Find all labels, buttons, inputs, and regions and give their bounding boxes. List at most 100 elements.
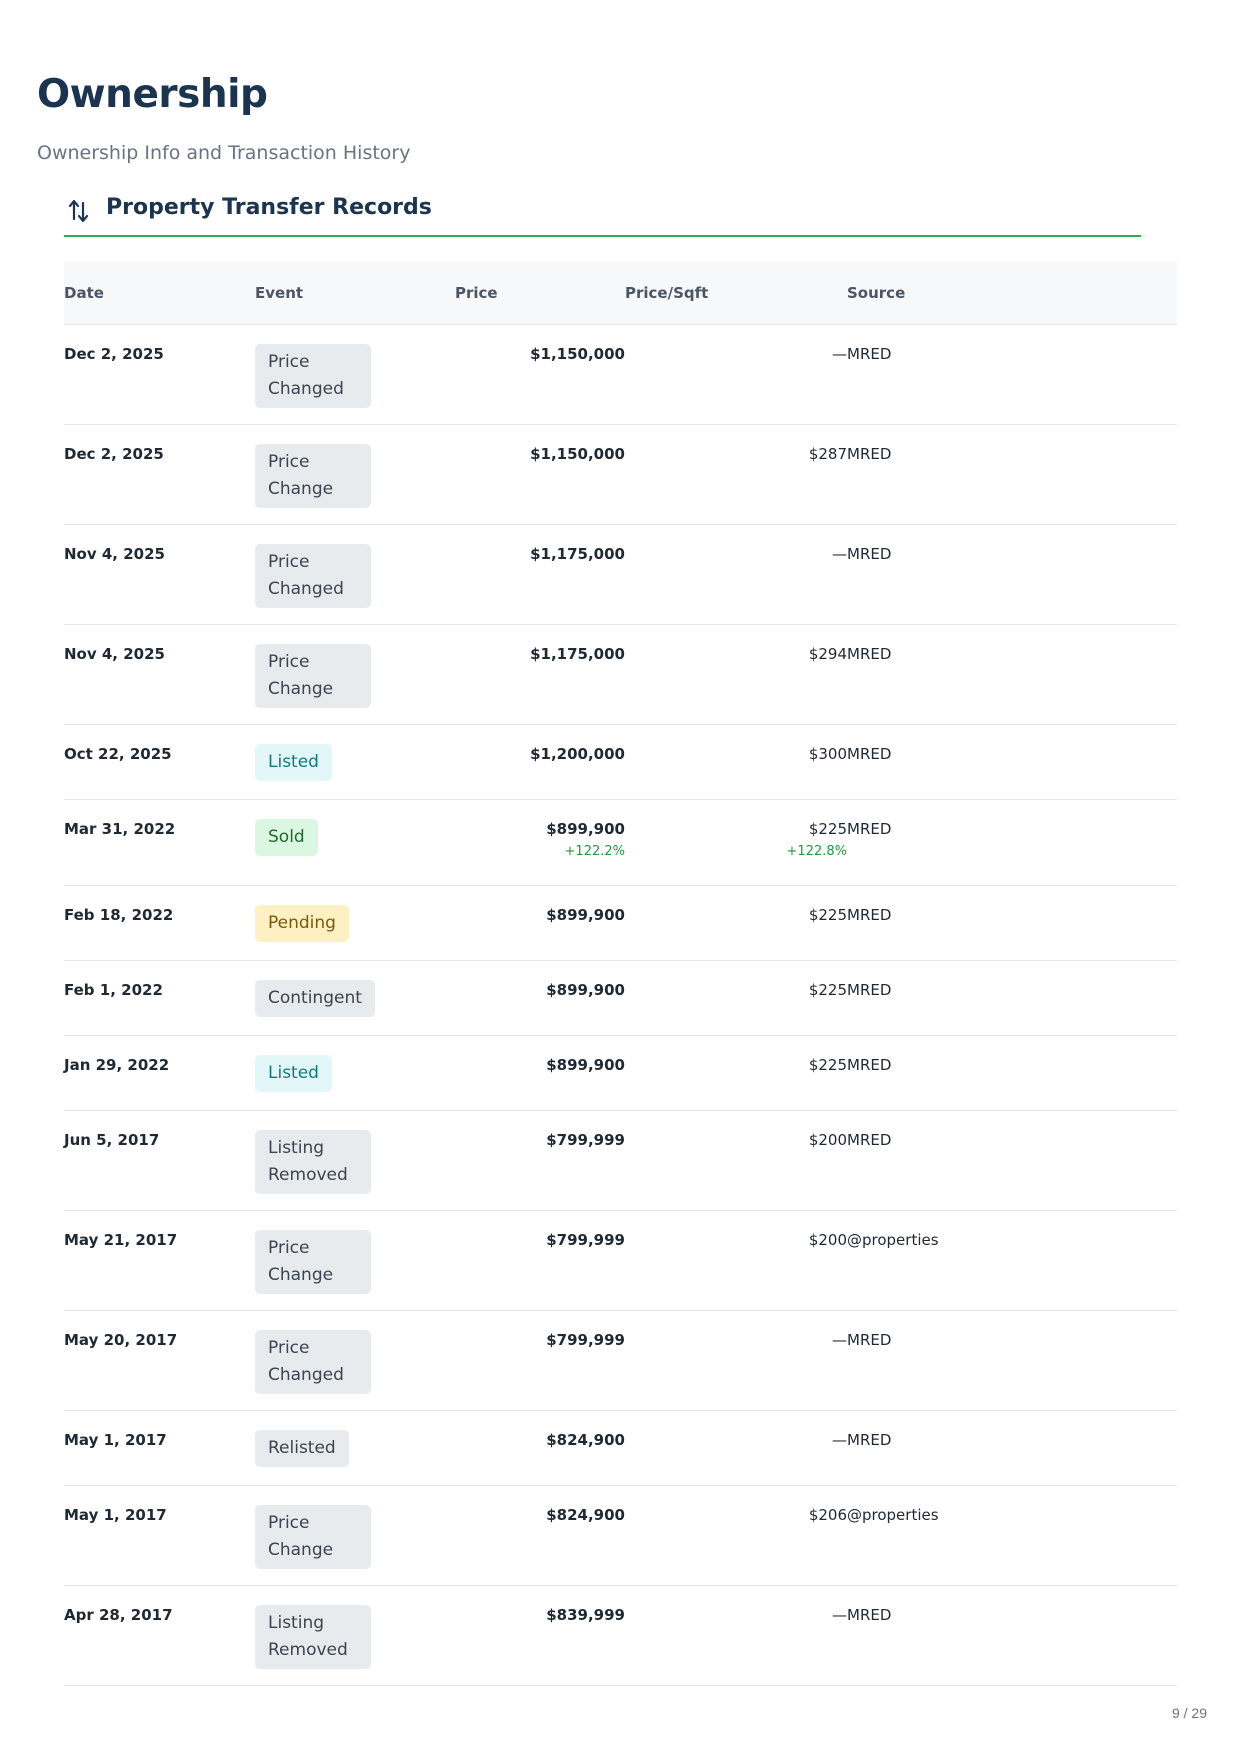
cell-price-sqft: — — [625, 1310, 847, 1411]
event-badge: Listed — [255, 743, 332, 781]
cell-event: Price Change — [255, 1485, 455, 1586]
table-row: Dec 2, 2025 Price Change $1,150,000 $287 MRE… — [64, 424, 1177, 525]
cell-price-sqft: — — [625, 1585, 847, 1686]
cell-source: MRED — [847, 724, 1177, 800]
cell-price: $1,175,000 — [455, 524, 625, 625]
transfer-arrows-icon — [68, 197, 90, 225]
cell-date: Dec 2, 2025 — [64, 324, 255, 425]
cell-date: Jan 29, 2022 — [64, 1035, 255, 1111]
price-sqft-value: $225 — [808, 1055, 847, 1074]
cell-event: Listing Removed — [255, 1110, 455, 1211]
event-badge: Contingent — [255, 979, 375, 1017]
price-sqft-value: — — [832, 1330, 847, 1349]
cell-date: Jun 5, 2017 — [64, 1110, 255, 1211]
cell-event: Price Changed — [255, 324, 455, 425]
cell-price-sqft: — — [625, 1410, 847, 1486]
price-sqft-value: $300 — [808, 744, 847, 763]
cell-date: Apr 28, 2017 — [64, 1585, 255, 1686]
cell-source: @properties — [847, 1485, 1177, 1586]
cell-date: Nov 4, 2025 — [64, 524, 255, 625]
cell-event: Price Change — [255, 624, 455, 725]
table-row: Apr 28, 2017 Listing Removed $839,999 — MRED — [64, 1585, 1177, 1686]
section-title: Property Transfer Records — [106, 195, 432, 220]
column-header-event: Event — [255, 262, 455, 325]
price-sqft-change-percent: +122.8% — [786, 843, 847, 859]
cell-price: $1,200,000 — [455, 724, 625, 800]
event-badge: Listing Removed — [255, 1604, 371, 1669]
cell-event: Price Changed — [255, 1310, 455, 1411]
cell-source: MRED — [847, 1585, 1177, 1686]
cell-price: $899,900 — [455, 885, 625, 961]
cell-date: May 1, 2017 — [64, 1485, 255, 1586]
cell-price-sqft: $300 — [625, 724, 847, 800]
price-sqft-value: $225 — [808, 980, 847, 999]
price-sqft-value: — — [832, 344, 847, 363]
cell-event: Listed — [255, 1035, 455, 1111]
event-badge: Listing Removed — [255, 1129, 371, 1194]
cell-event: Relisted — [255, 1410, 455, 1486]
cell-source: MRED — [847, 1310, 1177, 1411]
cell-price: $1,150,000 — [455, 424, 625, 525]
cell-date: Nov 4, 2025 — [64, 624, 255, 725]
price-value: $799,999 — [546, 1130, 625, 1149]
cell-source: @properties — [847, 1210, 1177, 1311]
price-value: $799,999 — [546, 1330, 625, 1349]
table-row: Feb 1, 2022 Contingent $899,900 $225 MRED — [64, 960, 1177, 1036]
table-row: May 1, 2017 Price Change $824,900 $206 @prop… — [64, 1485, 1177, 1586]
cell-source: MRED — [847, 1035, 1177, 1111]
cell-price-sqft: $294 — [625, 624, 847, 725]
cell-event: Price Change — [255, 424, 455, 525]
cell-price-sqft: $287 — [625, 424, 847, 525]
cell-event: Contingent — [255, 960, 455, 1036]
table-row: May 21, 2017 Price Change $799,999 $200 @pro… — [64, 1210, 1177, 1311]
price-value: $1,150,000 — [530, 444, 625, 463]
table-row: May 20, 2017 Price Changed $799,999 — MRED — [64, 1310, 1177, 1411]
cell-event: Price Change — [255, 1210, 455, 1311]
cell-date: Feb 18, 2022 — [64, 885, 255, 961]
price-sqft-value: $294 — [808, 644, 847, 663]
price-sqft-value: $225 — [808, 819, 847, 838]
cell-price: $1,175,000 — [455, 624, 625, 725]
cell-date: Dec 2, 2025 — [64, 424, 255, 525]
cell-price-sqft: — — [625, 324, 847, 425]
event-badge: Price Change — [255, 1229, 371, 1294]
cell-date: Oct 22, 2025 — [64, 724, 255, 800]
cell-source: MRED — [847, 960, 1177, 1036]
price-sqft-value: $200 — [808, 1230, 847, 1249]
table-row: Jan 29, 2022 Listed $899,900 $225 MRED — [64, 1035, 1177, 1111]
price-sqft-value: $200 — [808, 1130, 847, 1149]
section-header: Property Transfer Records — [64, 193, 1141, 237]
cell-event: Listing Removed — [255, 1585, 455, 1686]
event-badge: Listed — [255, 1054, 332, 1092]
cell-event: Sold — [255, 799, 455, 886]
cell-source: MRED — [847, 524, 1177, 625]
cell-price-sqft: $225 — [625, 1035, 847, 1111]
price-value: $899,900 — [546, 905, 625, 924]
price-value: $824,900 — [546, 1505, 625, 1524]
cell-source: MRED — [847, 624, 1177, 725]
price-sqft-value: — — [832, 544, 847, 563]
cell-date: Mar 31, 2022 — [64, 799, 255, 886]
price-sqft-value: — — [832, 1430, 847, 1449]
price-value: $899,900 — [546, 819, 625, 838]
page-title: Ownership — [37, 72, 268, 117]
table-row: Nov 4, 2025 Price Changed $1,175,000 — MRED — [64, 524, 1177, 625]
event-badge: Relisted — [255, 1429, 349, 1467]
price-value: $839,999 — [546, 1605, 625, 1624]
cell-price: $899,900 — [455, 1035, 625, 1111]
price-sqft-value: $206 — [808, 1505, 847, 1524]
column-header-source: Source — [847, 262, 1177, 325]
price-sqft-value: — — [832, 1605, 847, 1624]
price-value: $899,900 — [546, 1055, 625, 1074]
cell-date: May 21, 2017 — [64, 1210, 255, 1311]
cell-price: $1,150,000 — [455, 324, 625, 425]
cell-source: MRED — [847, 324, 1177, 425]
table-row: Jun 5, 2017 Listing Removed $799,999 $200 MR… — [64, 1110, 1177, 1211]
table-row: Mar 31, 2022 Sold $899,900 +122.2% $225 +122.… — [64, 799, 1177, 886]
page-number: 9 / 29 — [1171, 1705, 1207, 1721]
event-badge: Price Change — [255, 643, 371, 708]
event-badge: Sold — [255, 818, 318, 856]
cell-event: Price Changed — [255, 524, 455, 625]
cell-price-sqft: $206 — [625, 1485, 847, 1586]
transfer-records-table: Date Event Price Price/Sqft Source Dec 2… — [64, 262, 1177, 1686]
